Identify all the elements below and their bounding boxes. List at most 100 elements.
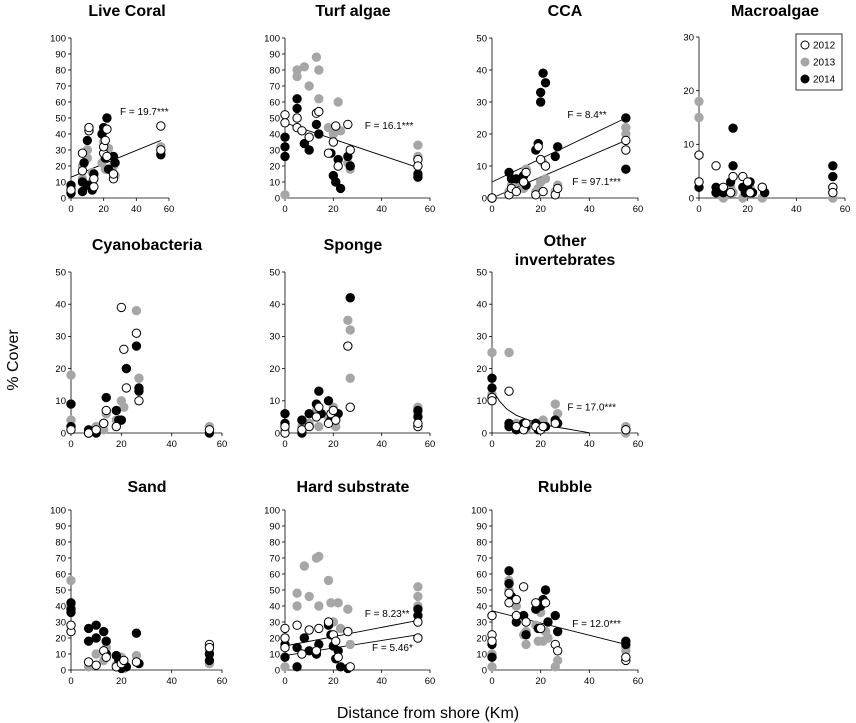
data-point-2014 bbox=[77, 186, 88, 197]
data-point-2014 bbox=[540, 78, 551, 88]
data-point-2012 bbox=[99, 418, 109, 429]
data-point-2012 bbox=[533, 142, 543, 152]
data-point-2012 bbox=[314, 623, 324, 634]
data-point-2012 bbox=[535, 154, 546, 165]
y-tick-label: 70 bbox=[269, 81, 280, 92]
y-tick-label: 70 bbox=[55, 553, 66, 564]
panel-turf-algae: Turf algae 0 10 20 30 40 50 60 70 80 90 100 0 20 40 60 F… bbox=[264, 3, 435, 215]
x-tick-label: 40 bbox=[166, 439, 177, 450]
data-point-2012 bbox=[333, 161, 343, 171]
panel-rubble: Rubble 0 10 20 30 40 50 60 70 80 90 100 0 20 40 60 F = 1… bbox=[471, 479, 643, 687]
y-tick-label: 0 bbox=[482, 193, 487, 204]
data-point-2014 bbox=[487, 652, 497, 662]
data-point-2012 bbox=[66, 425, 76, 435]
data-point-2012 bbox=[487, 193, 497, 203]
y-tick-label: 60 bbox=[269, 569, 280, 580]
y-tick-label: 50 bbox=[55, 585, 66, 596]
panel-title-line-2: invertebrates bbox=[515, 252, 616, 269]
data-point-2013 bbox=[66, 575, 76, 586]
data-point-2012 bbox=[77, 166, 88, 176]
x-tick-label: 40 bbox=[584, 204, 595, 215]
data-point-2013 bbox=[694, 112, 704, 123]
x-tick-label: 60 bbox=[217, 676, 228, 687]
y-tick-label: 20 bbox=[269, 364, 280, 375]
y-tick-label: 60 bbox=[269, 97, 280, 108]
data-point-2014 bbox=[299, 138, 310, 149]
y-tick-label: 50 bbox=[55, 113, 66, 124]
y-tick-label: 10 bbox=[55, 649, 66, 660]
data-point-2014 bbox=[538, 68, 548, 78]
data-point-2012 bbox=[280, 118, 290, 128]
y-tick-label: 40 bbox=[476, 300, 487, 311]
data-point-2012 bbox=[131, 657, 142, 667]
data-point-2012 bbox=[531, 598, 541, 608]
data-point-2013 bbox=[304, 591, 314, 602]
data-point-2014 bbox=[292, 94, 302, 104]
x-tick-label: 0 bbox=[489, 676, 494, 687]
x-tick-label: 20 bbox=[535, 439, 546, 450]
data-point-2014 bbox=[82, 135, 93, 146]
panel-sand: Sand 0 10 20 30 40 50 60 70 80 90 100 0 20 40 60 bbox=[50, 479, 227, 687]
x-tick-label: 60 bbox=[633, 204, 644, 215]
data-point-2013 bbox=[323, 575, 334, 586]
data-point-2014 bbox=[621, 164, 631, 174]
data-point-2014 bbox=[111, 405, 122, 416]
x-tick-label: 60 bbox=[164, 204, 175, 215]
x-tick-label: 40 bbox=[376, 676, 387, 687]
x-tick-label: 0 bbox=[68, 676, 73, 687]
data-point-2012 bbox=[311, 646, 322, 656]
data-point-2014 bbox=[553, 142, 563, 152]
data-point-2014 bbox=[345, 161, 355, 171]
data-point-2012 bbox=[553, 646, 563, 656]
y-tick-label: 60 bbox=[55, 97, 66, 108]
data-point-2012 bbox=[331, 636, 341, 646]
y-tick-label: 40 bbox=[55, 601, 66, 612]
data-point-2014 bbox=[91, 633, 101, 643]
data-point-2014 bbox=[828, 161, 838, 171]
data-point-2012 bbox=[511, 186, 522, 197]
y-tick-label: 10 bbox=[476, 396, 487, 407]
data-point-2014 bbox=[280, 151, 290, 162]
f-statistic-annotation: F = 97.1*** bbox=[572, 177, 621, 188]
legend-marker-2012 bbox=[800, 40, 810, 50]
data-point-2014 bbox=[292, 103, 302, 114]
data-point-2012 bbox=[518, 582, 529, 592]
data-point-2014 bbox=[828, 171, 838, 182]
data-point-2012 bbox=[757, 182, 767, 192]
data-point-2014 bbox=[521, 630, 531, 640]
x-tick-label: 0 bbox=[68, 204, 73, 215]
data-point-2014 bbox=[728, 161, 738, 171]
data-point-2013 bbox=[343, 604, 353, 614]
data-point-2014 bbox=[101, 636, 111, 646]
data-point-2012 bbox=[304, 132, 314, 142]
y-tick-label: 0 bbox=[61, 665, 66, 676]
data-point-2012 bbox=[413, 418, 423, 429]
y-tick-label: 10 bbox=[269, 649, 280, 660]
x-tick-label: 20 bbox=[535, 676, 546, 687]
y-tick-label: 10 bbox=[683, 140, 694, 151]
data-point-2012 bbox=[535, 623, 546, 634]
x-axis-label: Distance from shore (Km) bbox=[337, 705, 519, 722]
data-point-2012 bbox=[156, 121, 166, 131]
data-point-2013 bbox=[134, 373, 144, 383]
data-point-2014 bbox=[131, 341, 142, 351]
x-tick-label: 60 bbox=[633, 439, 644, 450]
data-point-2012 bbox=[694, 177, 704, 187]
data-point-2012 bbox=[728, 171, 738, 182]
panel-title: Rubble bbox=[538, 479, 592, 496]
data-point-2014 bbox=[335, 183, 346, 194]
x-tick-label: 20 bbox=[328, 439, 339, 450]
data-point-2012 bbox=[323, 617, 334, 627]
y-tick-label: 20 bbox=[55, 633, 66, 644]
data-point-2013 bbox=[550, 399, 560, 409]
x-tick-label: 60 bbox=[425, 204, 436, 215]
x-tick-label: 0 bbox=[282, 204, 287, 215]
data-point-2013 bbox=[292, 601, 302, 611]
data-point-2013 bbox=[292, 588, 302, 598]
data-point-2012 bbox=[280, 421, 290, 432]
data-point-2014 bbox=[102, 113, 112, 123]
data-point-2014 bbox=[504, 566, 514, 576]
data-point-2012 bbox=[304, 421, 314, 432]
y-tick-label: 0 bbox=[275, 428, 280, 439]
y-tick-label: 90 bbox=[269, 521, 280, 532]
